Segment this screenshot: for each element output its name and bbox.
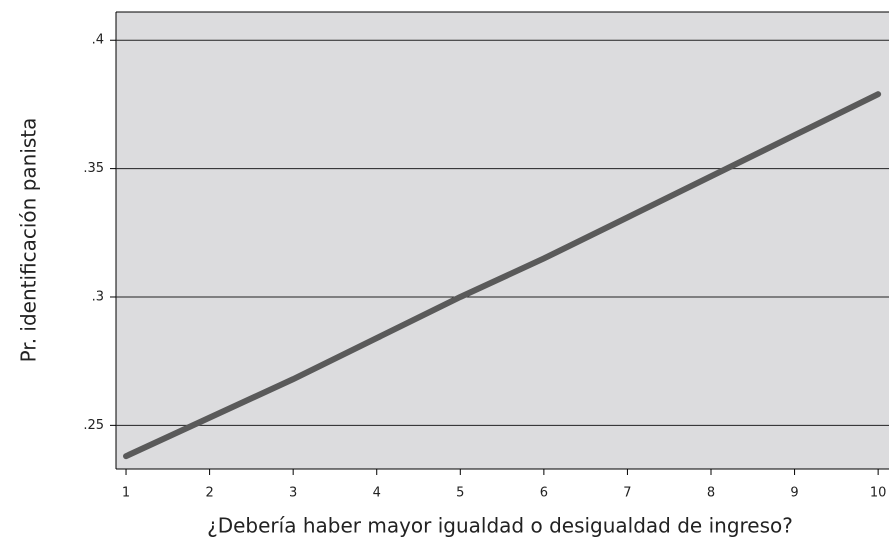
x-tick-label: 8 <box>707 486 715 501</box>
y-tick-label: .3 <box>92 289 104 304</box>
x-tick-label: 1 <box>122 486 130 501</box>
plot-area <box>116 12 889 469</box>
x-axis-title: ¿Debería haber mayor igualdad o desigual… <box>207 514 793 538</box>
y-tick-label: .25 <box>83 418 104 433</box>
x-tick-label: 9 <box>790 486 798 501</box>
y-tick-label: .4 <box>92 33 104 48</box>
y-axis-title: Pr. identificación panista <box>17 118 41 363</box>
x-tick-label: 2 <box>205 486 213 501</box>
x-tick-label: 10 <box>870 486 887 501</box>
x-tick-label: 6 <box>540 486 548 501</box>
x-tick-label: 3 <box>289 486 297 501</box>
x-tick-label: 4 <box>373 486 381 501</box>
line-series <box>123 91 882 460</box>
x-tick-label: 7 <box>623 486 631 501</box>
y-tick-label: .35 <box>83 161 104 176</box>
x-tick-label: 5 <box>456 486 464 501</box>
